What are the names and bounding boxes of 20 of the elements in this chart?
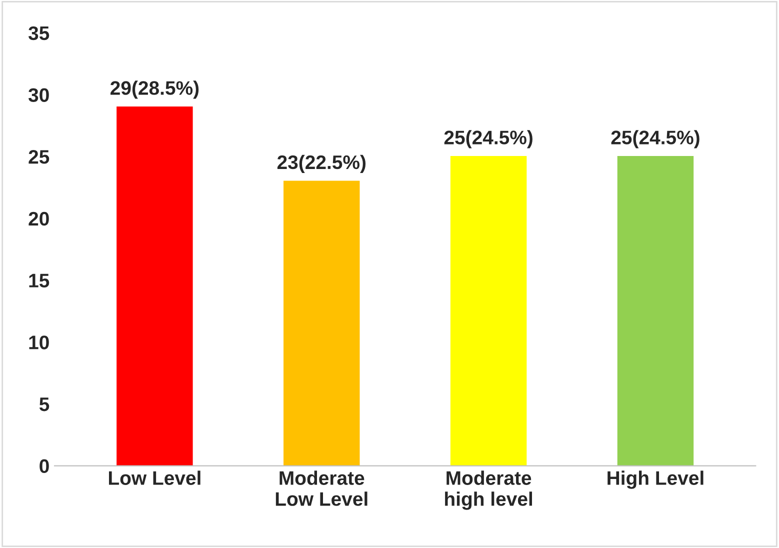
bar [450, 156, 527, 466]
bar [284, 180, 360, 466]
y-tick-label: 10 [29, 336, 49, 350]
y-tick-label: 20 [28, 212, 49, 226]
y-tick-label: 30 [28, 88, 49, 102]
bar [617, 156, 694, 466]
data-label: 23(22.5%) [277, 154, 366, 173]
data-label: 25(24.5%) [611, 130, 700, 148]
y-tick-label: 15 [29, 274, 50, 288]
x-tick-label: Moderate Low Level [276, 470, 368, 506]
y-tick-label: 25 [28, 150, 50, 164]
x-tick-label: High Level [608, 470, 704, 489]
data-label: 29(28.5%) [110, 80, 199, 99]
bar [116, 106, 193, 466]
y-tick-label: 35 [28, 26, 50, 40]
x-tick-label: Low Level [108, 470, 200, 485]
x-tick-label: Moderate high level [445, 470, 532, 510]
y-tick-label: 0 [40, 459, 49, 474]
data-label: 25(24.5%) [444, 130, 532, 148]
y-tick-label: 5 [39, 398, 50, 412]
